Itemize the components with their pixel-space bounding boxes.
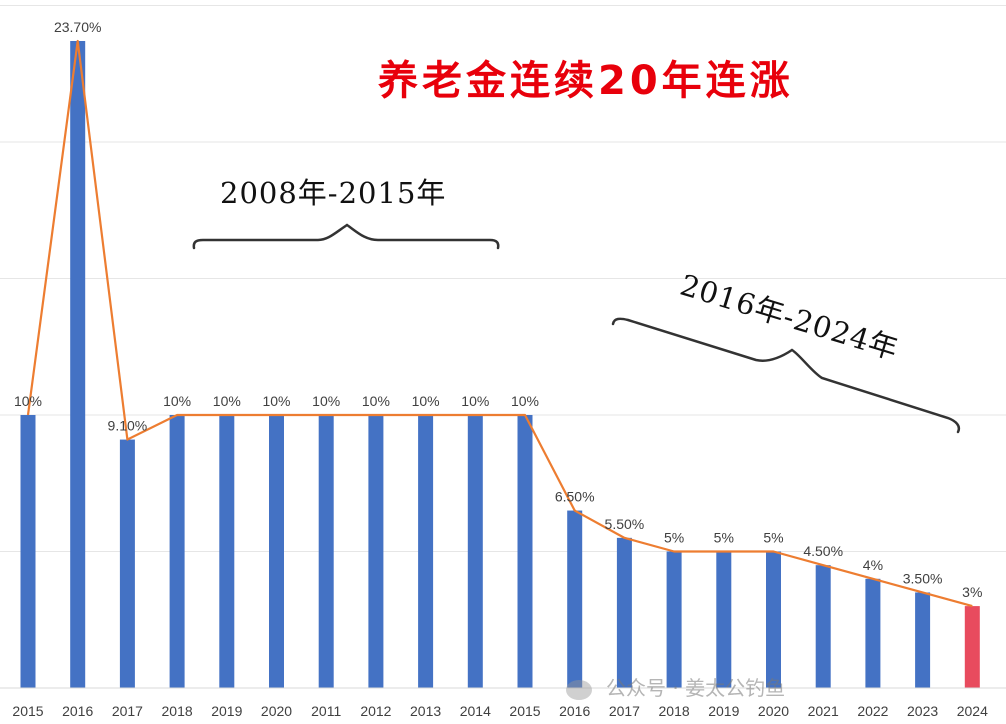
annotation-period-1: 2008年-2015年: [220, 176, 447, 210]
category-label: 2014: [460, 703, 491, 719]
data-label: 5%: [714, 530, 734, 546]
category-label: 2011: [311, 703, 341, 719]
category-label: 2018: [162, 703, 193, 719]
data-label: 3%: [962, 584, 982, 600]
bars: [20, 40, 980, 689]
category-label: 2015: [509, 703, 540, 719]
category-label: 2015: [12, 703, 43, 719]
bar: [915, 592, 931, 688]
gridlines: [0, 5, 1006, 552]
category-labels: 2015 2016 2017 2018 2019 2020 2011 2012 2013 2014…: [12, 703, 988, 719]
trend-line: [26, 39, 973, 608]
category-label: 2020: [261, 703, 292, 719]
watermark-text: 公众号 · 姜太公钓鱼: [606, 676, 786, 700]
brace-2008-2015: [192, 223, 500, 250]
data-label: 10%: [262, 393, 290, 409]
data-label: 10%: [213, 393, 241, 409]
bar: [865, 578, 881, 688]
chart-title: 养老金连续20年连涨: [378, 58, 794, 104]
category-label: 2016: [559, 703, 590, 719]
data-label: 4.50%: [803, 543, 843, 559]
bar: [766, 551, 781, 688]
data-label: 10%: [14, 393, 42, 409]
category-label: 2023: [907, 703, 938, 719]
category-label: 2016: [62, 703, 93, 719]
value-labels: 10% 23.70% 9.10% 10% 10% 10% 10% 10% 10% 10% 10% 6.…: [14, 19, 982, 600]
category-label: 2018: [659, 703, 690, 719]
data-label: 6.50%: [555, 489, 595, 505]
data-label: 5.50%: [605, 516, 645, 532]
data-label: 23.70%: [54, 19, 101, 35]
category-label: 2022: [857, 703, 888, 719]
brace-2016-2024: [611, 317, 961, 434]
bar: [567, 510, 583, 688]
bar: [815, 565, 831, 688]
category-label: 2019: [708, 703, 739, 719]
category-label: 2017: [112, 703, 143, 719]
bar: [517, 415, 533, 688]
bar: [964, 606, 980, 688]
bar: [219, 415, 235, 688]
data-label: 9.10%: [108, 418, 148, 434]
data-label: 3.50%: [903, 570, 943, 586]
data-label: 5%: [763, 530, 783, 546]
data-label: 4%: [863, 557, 883, 573]
bar: [616, 537, 632, 688]
watermark: 公众号 · 姜太公钓鱼: [566, 672, 785, 701]
data-label: 5%: [664, 530, 684, 546]
bar: [716, 551, 732, 688]
data-label: 10%: [312, 393, 340, 409]
bar: [119, 439, 135, 688]
bar: [20, 415, 36, 688]
category-label: 2013: [410, 703, 441, 719]
bar: [318, 415, 334, 688]
category-label: 2021: [808, 703, 839, 719]
category-label: 2024: [957, 703, 988, 719]
bar: [368, 415, 384, 688]
data-label: 10%: [461, 393, 489, 409]
data-label: 10%: [412, 393, 440, 409]
bar: [418, 415, 434, 688]
bar: [269, 415, 284, 688]
bar: [467, 415, 483, 688]
wechat-icon: [566, 679, 592, 700]
data-label: 10%: [362, 393, 390, 409]
category-label: 2020: [758, 703, 789, 719]
category-label: 2019: [211, 703, 242, 719]
bar: [169, 415, 185, 688]
category-label: 2012: [360, 703, 391, 719]
category-label: 2017: [609, 703, 640, 719]
data-label: 10%: [163, 393, 191, 409]
bar: [70, 40, 86, 689]
bar: [666, 551, 682, 688]
data-label: 10%: [511, 393, 539, 409]
